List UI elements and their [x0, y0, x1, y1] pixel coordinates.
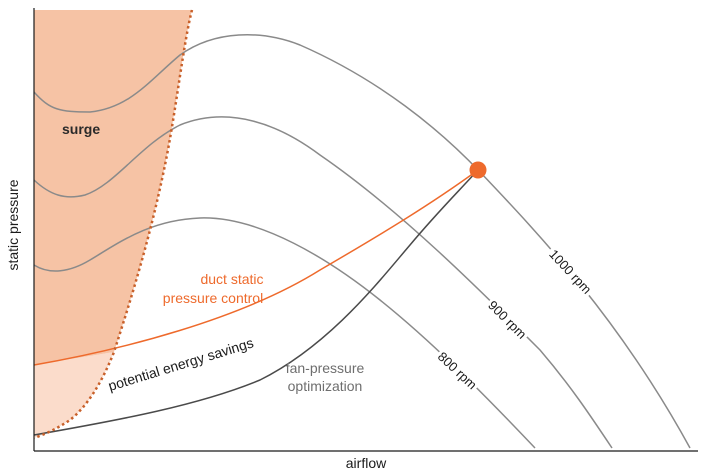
rpm-label-1000-backing: [544, 243, 598, 299]
surge-label: surge: [62, 121, 100, 137]
fan-curve-900-rpm: [33, 116, 613, 449]
rpm-label-900: 900 rpm: [485, 297, 529, 341]
energy-savings-label: potential energy savings: [106, 334, 255, 393]
operating-point: [469, 161, 487, 179]
rpm-label-800-group: 800 rpm: [433, 345, 483, 394]
rpm-label-1000: 1000 rpm: [546, 246, 594, 296]
rpm-label-800-backing: [433, 345, 483, 394]
rpm-label-800: 800 rpm: [435, 349, 480, 393]
fan-pressure-label-line2: optimization: [288, 378, 363, 394]
energy-savings-region: [34, 352, 114, 438]
rpm-label-1000-group: 1000 rpm: [544, 243, 598, 299]
duct-static-pressure-line: [33, 169, 479, 366]
y-axis-title: static pressure: [5, 179, 21, 270]
duct-static-label-line2: pressure control: [163, 290, 263, 306]
fan-pressure-label-line1: fan-pressure: [286, 360, 365, 376]
surge-boundary-line: [33, 9, 194, 440]
x-axis-title: airflow: [346, 455, 387, 471]
duct-static-label-line1: duct static: [200, 271, 263, 287]
rpm-label-900-group: 900 rpm: [483, 294, 533, 344]
fan-pressure-optimization-line: [33, 169, 479, 436]
rpm-label-900-backing: [483, 294, 533, 344]
surge-region: [34, 10, 192, 365]
